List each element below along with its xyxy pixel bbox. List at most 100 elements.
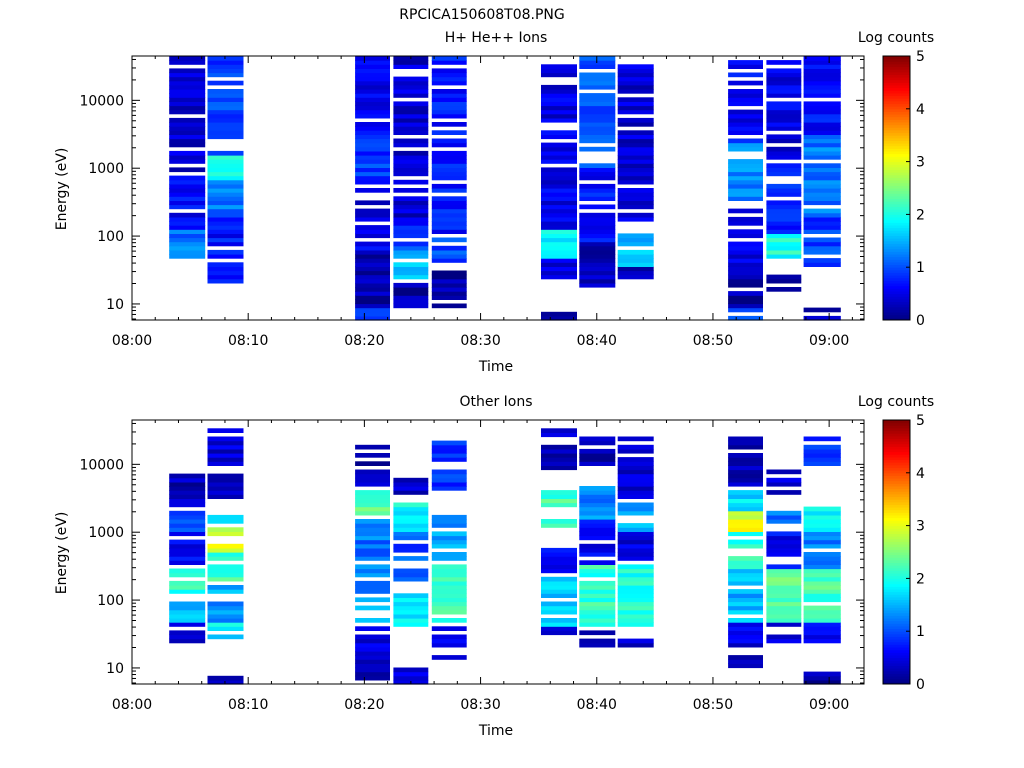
energy-bin-cell xyxy=(579,642,616,648)
energy-bin-cell xyxy=(207,159,244,164)
colorbar-segment xyxy=(883,588,910,593)
energy-bin-cell xyxy=(728,97,763,102)
energy-bin-cell xyxy=(355,254,390,259)
energy-bin-cell xyxy=(617,204,654,210)
colorbar-segment xyxy=(883,631,910,635)
energy-bin-cell xyxy=(169,167,206,173)
energy-bin-cell xyxy=(169,80,206,86)
energy-bin-cell xyxy=(579,531,616,537)
colorbar-segment xyxy=(883,475,910,479)
colorbar-segment xyxy=(883,459,910,463)
colorbar-segment xyxy=(883,193,910,197)
energy-bin-cell xyxy=(766,68,802,74)
energy-bin-cell xyxy=(579,457,616,462)
energy-bin-cell xyxy=(355,473,390,479)
energy-bin-cell xyxy=(617,212,654,218)
energy-bin-cell xyxy=(393,109,429,115)
energy-bin-cell xyxy=(541,113,577,119)
energy-bin-cell xyxy=(207,171,244,177)
colorbar-segment xyxy=(883,280,910,284)
spectrogram-column xyxy=(579,56,616,288)
energy-bin-cell xyxy=(431,597,467,603)
energy-bin-cell xyxy=(728,117,763,123)
energy-bin-cell xyxy=(579,274,616,280)
energy-bin-cell xyxy=(766,531,802,537)
energy-bin-cell xyxy=(803,444,841,450)
energy-bin-cell xyxy=(803,622,841,627)
energy-bin-cell xyxy=(617,68,654,74)
energy-bin-cell xyxy=(803,605,841,611)
energy-bin-cell xyxy=(355,535,390,541)
x-tick-label: 08:20 xyxy=(344,333,384,349)
colorbar-segment xyxy=(883,116,910,120)
energy-bin-cell xyxy=(617,188,654,193)
colorbar-segment xyxy=(883,151,910,155)
energy-bin-cell xyxy=(431,589,467,594)
energy-bin-cell xyxy=(393,89,429,94)
energy-bin-cell xyxy=(728,167,763,173)
colorbar-segment xyxy=(883,261,910,266)
energy-bin-cell xyxy=(728,543,763,549)
colorbar-segment xyxy=(883,488,910,492)
energy-bin-cell xyxy=(355,626,390,631)
colorbar-segment xyxy=(883,248,910,252)
energy-bin-cell xyxy=(579,597,616,603)
energy-bin-cell xyxy=(579,278,616,284)
energy-bin-cell xyxy=(207,188,244,193)
colorbar-segment xyxy=(883,668,910,672)
colorbar-segment xyxy=(883,681,910,685)
energy-bin-cell xyxy=(393,101,429,107)
energy-bin-cell xyxy=(579,204,616,210)
colorbar-segment xyxy=(883,654,910,659)
energy-bin-cell xyxy=(617,523,654,528)
energy-bin-cell xyxy=(431,130,467,135)
energy-bin-cell xyxy=(803,568,841,574)
energy-bin-cell xyxy=(169,601,206,607)
energy-bin-cell xyxy=(541,179,577,185)
energy-bin-cell xyxy=(541,593,577,598)
energy-bin-cell xyxy=(207,64,244,69)
energy-bin-cell xyxy=(579,547,616,553)
colorbar-segment xyxy=(883,77,910,81)
energy-bin-cell xyxy=(803,671,841,677)
energy-bin-cell xyxy=(207,221,244,226)
colorbar-segment xyxy=(883,148,910,152)
energy-bin-cell xyxy=(207,589,244,594)
energy-bin-cell xyxy=(617,159,654,164)
colorbar-segment xyxy=(883,240,910,244)
energy-bin-cell xyxy=(207,237,244,243)
energy-bin-cell xyxy=(355,291,390,296)
energy-bin-cell xyxy=(728,113,763,119)
energy-bin-cell xyxy=(579,448,616,454)
energy-bin-cell xyxy=(207,585,244,590)
energy-bin-cell xyxy=(355,589,390,594)
energy-bin-cell xyxy=(579,212,616,218)
energy-bin-cell xyxy=(207,167,244,173)
colorbar-segment xyxy=(883,647,910,651)
energy-bin-cell xyxy=(355,564,390,570)
energy-bin-cell xyxy=(431,167,467,173)
energy-bin-cell xyxy=(579,245,616,251)
energy-bin-cell xyxy=(541,105,577,111)
energy-bin-cell xyxy=(355,315,390,321)
energy-bin-cell xyxy=(393,212,429,218)
energy-bin-cell xyxy=(169,531,206,537)
colorbar-segment xyxy=(883,206,910,210)
energy-bin-cell xyxy=(579,122,616,127)
energy-bin-cell xyxy=(431,568,467,574)
energy-bin-cell xyxy=(207,601,244,607)
energy-bin-cell xyxy=(617,97,654,102)
energy-bin-cell xyxy=(803,117,841,123)
energy-bin-cell xyxy=(579,523,616,528)
energy-bin-cell xyxy=(728,597,763,603)
colorbar-segment xyxy=(883,61,910,65)
energy-bin-cell xyxy=(579,630,616,636)
energy-bin-cell xyxy=(431,605,467,611)
energy-bin-cell xyxy=(541,266,577,272)
energy-bin-cell xyxy=(169,134,206,140)
energy-bin-cell xyxy=(803,539,841,545)
energy-bin-cell xyxy=(541,428,577,433)
energy-bin-cell xyxy=(207,477,244,483)
energy-bin-cell xyxy=(617,527,654,532)
